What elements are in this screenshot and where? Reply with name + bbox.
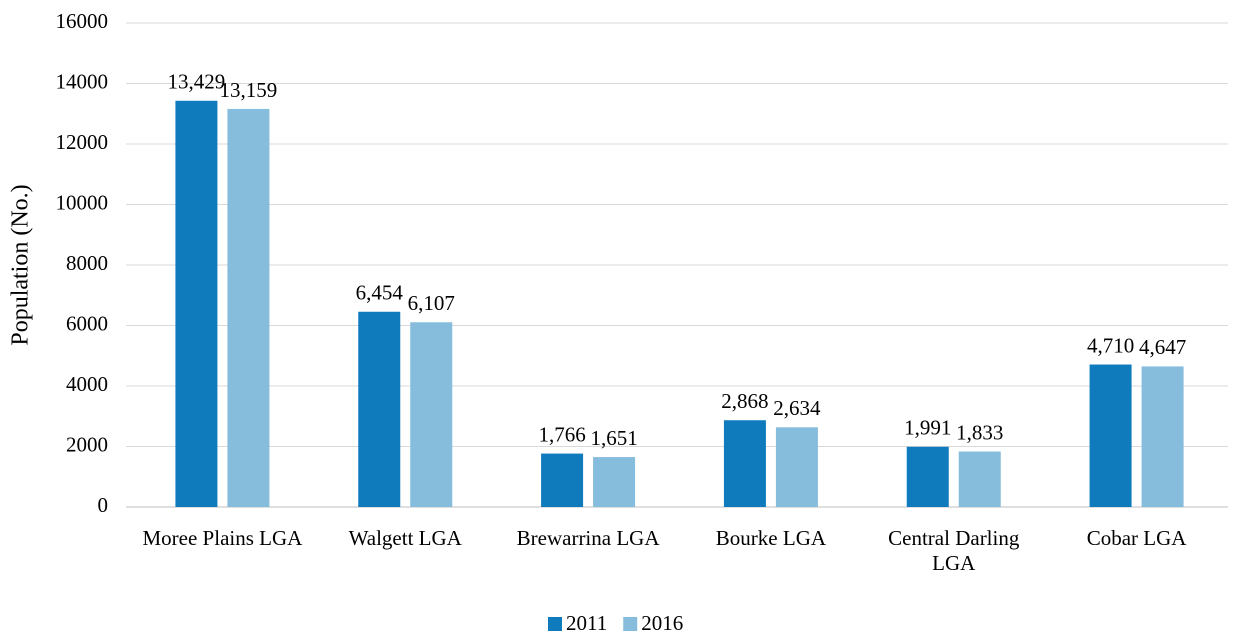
y-axis-label: Population (No.) bbox=[8, 184, 34, 345]
data-label: 1,651 bbox=[590, 426, 637, 450]
bar bbox=[227, 108, 270, 507]
bar bbox=[906, 446, 949, 507]
bar bbox=[541, 453, 584, 507]
y-tick-label: 16000 bbox=[56, 9, 109, 33]
x-tick-label: Bourke LGA bbox=[716, 526, 827, 550]
x-tick-label: Cobar LGA bbox=[1087, 526, 1188, 550]
y-tick-label: 4000 bbox=[66, 372, 108, 396]
y-tick-label: 6000 bbox=[66, 311, 108, 335]
data-label: 13,159 bbox=[220, 78, 278, 102]
y-tick-label: 10000 bbox=[56, 190, 109, 214]
y-tick-label: 14000 bbox=[56, 69, 109, 93]
data-label: 4,647 bbox=[1139, 335, 1186, 359]
x-tick-label: Central Darling LGA bbox=[888, 526, 1020, 575]
bar bbox=[593, 457, 636, 507]
data-label: 4,710 bbox=[1087, 333, 1134, 357]
legend-label: 2016 bbox=[641, 611, 683, 635]
bar bbox=[175, 100, 218, 507]
bar bbox=[958, 451, 1001, 507]
data-label: 1,991 bbox=[904, 416, 951, 440]
bar bbox=[1141, 366, 1184, 507]
x-tick-label: Walgett LGA bbox=[349, 526, 463, 550]
bar bbox=[1089, 364, 1132, 507]
x-tick-label: Brewarrina LGA bbox=[517, 526, 661, 550]
bar bbox=[358, 311, 401, 507]
data-label: 1,766 bbox=[538, 422, 585, 446]
bar bbox=[775, 427, 818, 507]
data-label: 1,833 bbox=[956, 420, 1003, 444]
x-tick-label: Moree Plains LGA bbox=[143, 526, 304, 550]
data-label: 6,454 bbox=[356, 281, 404, 305]
data-label: 2,868 bbox=[721, 389, 768, 413]
legend-swatch bbox=[623, 617, 638, 631]
data-label: 2,634 bbox=[773, 396, 821, 420]
legend-label: 2011 bbox=[566, 611, 607, 635]
bar bbox=[410, 322, 453, 507]
legend-swatch bbox=[548, 617, 562, 631]
y-tick-label: 0 bbox=[98, 493, 109, 517]
data-label: 6,107 bbox=[408, 291, 455, 315]
y-tick-label: 12000 bbox=[56, 130, 109, 154]
data-label: 13,429 bbox=[168, 70, 226, 94]
bar bbox=[723, 420, 766, 507]
y-tick-label: 8000 bbox=[66, 251, 108, 275]
y-tick-label: 2000 bbox=[66, 432, 108, 456]
